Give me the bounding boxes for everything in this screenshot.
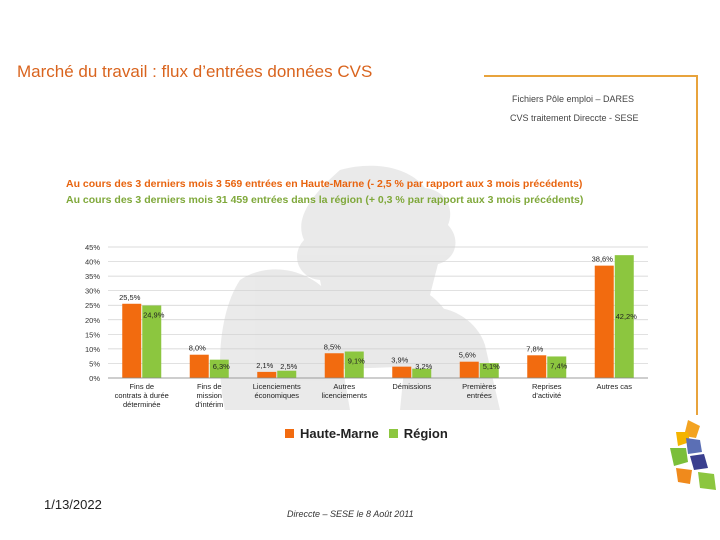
bar-region: [412, 368, 432, 378]
slide-footer: Direccte – SESE le 8 Août 2011: [287, 509, 414, 519]
bar-haute-marne: [594, 265, 614, 378]
data-label: 5,6%: [459, 351, 476, 360]
x-axis: Fins de contrats à durée déterminée Fins de…: [108, 377, 648, 409]
chart-headline-haute-marne: Au cours des 3 derniers mois 3 569 entré…: [66, 178, 583, 190]
legend-swatch-region: [388, 429, 398, 438]
x-tick-label: Démissions: [392, 382, 431, 391]
data-label: 3,2%: [415, 362, 432, 371]
data-label: 2,1%: [256, 361, 273, 370]
y-tick-label: 25%: [85, 301, 100, 310]
bar-haute-marne: [189, 354, 209, 378]
bar-haute-marne: [527, 355, 547, 378]
background-watermark-image: [220, 165, 500, 410]
x-tick-label: Licenciements économiques: [253, 382, 301, 400]
bar-region: [547, 356, 567, 378]
page-title: Marché du travail : flux d’entrées donné…: [17, 62, 373, 81]
source-line-2: CVS traitement Direccte - SESE: [510, 113, 639, 123]
bar-region: [142, 305, 162, 378]
y-axis: 0% 5% 10% 15% 20% 25% 30% 35% 40% 45%: [85, 243, 100, 383]
bar-haute-marne: [459, 361, 479, 378]
y-tick-label: 45%: [85, 243, 100, 252]
bar-haute-marne: [257, 371, 277, 378]
data-label: 24,9%: [143, 311, 165, 320]
x-tick-label: Reprises d'activité: [532, 382, 562, 400]
data-label: 5,1%: [483, 362, 500, 371]
y-tick-label: 35%: [85, 272, 100, 281]
title-rule: [484, 75, 698, 77]
data-label: 8,5%: [324, 342, 341, 351]
legend-label-region: Région: [403, 426, 448, 441]
bar-region: [614, 255, 634, 378]
bar-region: [479, 363, 499, 378]
y-tick-label: 40%: [85, 258, 100, 267]
x-tick-label: Premières entrées: [462, 382, 496, 400]
chart-headline-region: Au cours des 3 derniers mois 31 459 entr…: [66, 194, 584, 206]
data-label: 2,5%: [280, 362, 297, 371]
bar-haute-marne: [392, 366, 412, 378]
data-label: 3,9%: [391, 356, 408, 365]
y-tick-label: 5%: [89, 359, 100, 368]
source-line-1: Fichiers Pôle emploi – DARES: [512, 94, 635, 104]
x-tick-label: Autres licenciements: [322, 382, 368, 400]
data-label: 7,8%: [526, 344, 543, 353]
data-label: 6,3%: [213, 362, 230, 371]
data-label: 8,0%: [189, 344, 206, 353]
data-label: 7,4%: [550, 361, 567, 370]
bar-region: [344, 351, 364, 378]
legend-label-haute-marne: Haute-Marne: [300, 426, 379, 441]
legend-swatch-haute-marne: [285, 429, 294, 438]
data-label: 42,2%: [616, 312, 638, 321]
x-tick-label: Fins de contrats à durée déterminée: [115, 382, 169, 409]
y-tick-label: 10%: [85, 345, 100, 354]
data-label: 25,5%: [119, 293, 141, 302]
chart-legend: Haute-Marne Région: [285, 426, 448, 441]
bar-region: [209, 359, 229, 378]
y-tick-label: 30%: [85, 287, 100, 296]
side-rule: [696, 75, 698, 415]
chart-gridlines: [108, 246, 648, 379]
y-tick-label: 20%: [85, 316, 100, 325]
x-tick-label: Fins de mission d'intérim: [195, 382, 223, 409]
data-label: 9,1%: [348, 357, 365, 366]
bar-haute-marne: [122, 303, 142, 378]
y-tick-label: 15%: [85, 330, 100, 339]
bar-region: [277, 370, 297, 378]
slide-date: 1/13/2022: [44, 497, 102, 512]
bar-haute-marne: [324, 353, 344, 378]
chart-bars: 25,5% 8,0% 2,1% 8,5% 3,9% 5,6% 7,8% 38,6% 24,9% 6…: [119, 255, 637, 378]
y-tick-label: 0%: [89, 374, 100, 383]
x-tick-label: Autres cas: [597, 382, 633, 391]
region-map-logo: [670, 420, 716, 490]
data-label: 38,6%: [592, 255, 614, 264]
